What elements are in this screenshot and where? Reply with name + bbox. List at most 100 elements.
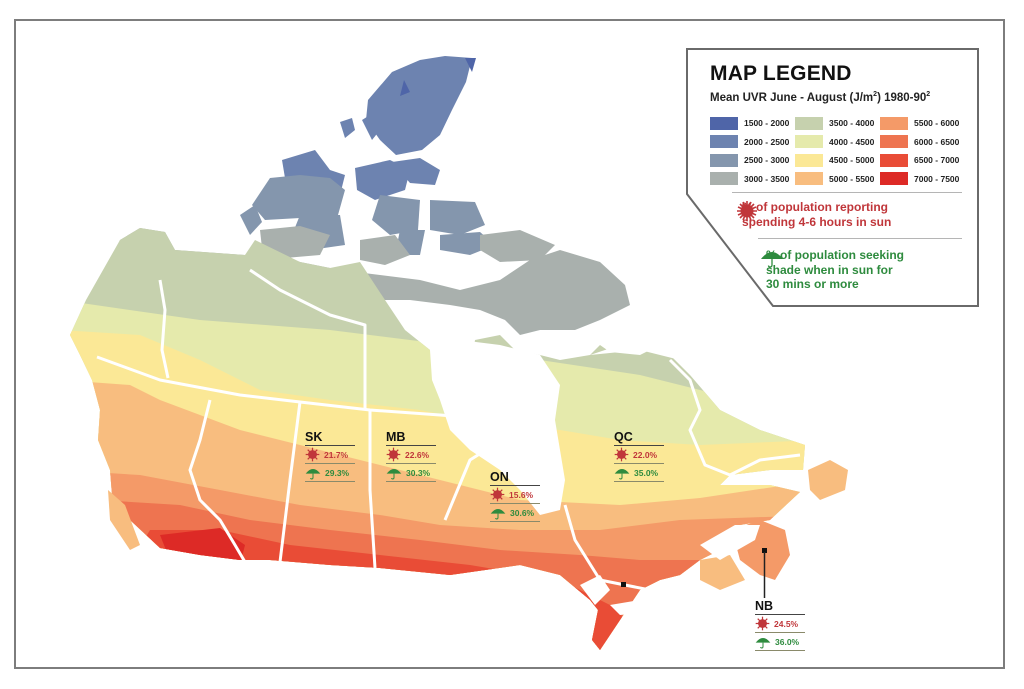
shade-percentage: 36.0% xyxy=(775,636,800,647)
scale-item: 5000 - 5500 xyxy=(795,170,883,189)
province-label-on: ON 15.6% 30.6% xyxy=(490,471,540,522)
color-swatch xyxy=(795,135,823,149)
sun-percentage: 24.5% xyxy=(774,618,799,629)
sun-percentage: 21.7% xyxy=(324,449,349,460)
sun-icon xyxy=(305,447,320,462)
vancouver-island xyxy=(108,490,140,550)
color-swatch xyxy=(710,172,738,186)
color-swatch xyxy=(795,172,823,186)
gulf-st-lawrence xyxy=(700,525,760,560)
umbrella-icon xyxy=(305,468,321,480)
province-borders xyxy=(96,268,801,592)
sun-icon xyxy=(737,201,757,221)
scale-item: 7000 - 7500 xyxy=(880,170,968,189)
legend-sun-item: % of population reporting spending 4-6 ho… xyxy=(736,200,891,229)
sun-stat-row: 22.6% xyxy=(386,446,436,464)
lake-huron xyxy=(580,575,610,605)
scale-item: 2500 - 3000 xyxy=(710,151,798,170)
province-label-nb: NB 24.5% 36.0% xyxy=(755,600,805,651)
color-swatch xyxy=(710,135,738,149)
umbrella-icon xyxy=(755,637,771,649)
color-swatch xyxy=(710,153,738,167)
color-swatch xyxy=(880,153,908,167)
umbrella-icon xyxy=(490,508,506,520)
province-code: ON xyxy=(490,471,540,486)
water-bodies xyxy=(430,320,820,615)
shade-stat-row: 30.6% xyxy=(490,504,540,522)
shade-stat-row: 35.0% xyxy=(614,464,664,482)
ungava-bay xyxy=(590,320,820,400)
sun-icon xyxy=(614,447,629,462)
border-sk-mb xyxy=(368,410,377,569)
color-swatch xyxy=(880,172,908,186)
scale-item: 4500 - 5000 xyxy=(795,151,883,170)
legend-umbrella-item: % of population seeking shade when in sun… xyxy=(760,248,904,292)
color-swatch xyxy=(795,116,823,130)
color-swatch xyxy=(880,135,908,149)
lake-erie xyxy=(610,600,650,615)
arctic-archipelago xyxy=(240,56,495,255)
border-yukon-nwt xyxy=(158,279,170,379)
shade-percentage: 30.6% xyxy=(510,507,535,518)
ottawa-marker xyxy=(621,582,626,587)
nb-marker xyxy=(762,548,767,553)
scale-column-3: 5500 - 6000 6000 - 6500 6500 - 7000 7000… xyxy=(880,114,968,188)
sun-stat-row: 21.7% xyxy=(305,446,355,464)
sun-icon xyxy=(490,487,505,502)
map-legend: MAP LEGEND Mean UVR June - August (J/m2)… xyxy=(686,48,979,307)
sun-percentage: 22.6% xyxy=(405,449,430,460)
province-label-mb: MB 22.6% 30.3% xyxy=(386,431,436,482)
scale-item: 4000 - 4500 xyxy=(795,133,883,152)
legend-sun-text: % of population reporting spending 4-6 ho… xyxy=(742,200,892,229)
province-code: QC xyxy=(614,431,664,446)
province-code: SK xyxy=(305,431,355,446)
province-label-sk: SK 21.7% 29.3% xyxy=(305,431,355,482)
border-on-qc xyxy=(563,504,681,592)
province-label-qc: QC 22.0% 35.0% xyxy=(614,431,664,482)
province-code: NB xyxy=(755,600,805,615)
umbrella-icon xyxy=(761,252,783,268)
umbrella-icon xyxy=(386,468,402,480)
shade-percentage: 30.3% xyxy=(406,467,431,478)
hudson-bay xyxy=(430,340,565,515)
legend-title: MAP LEGEND xyxy=(710,62,852,85)
border-bc-ab xyxy=(188,399,247,563)
province-code: MB xyxy=(386,431,436,446)
sun-icon xyxy=(386,447,401,462)
shade-percentage: 29.3% xyxy=(325,467,350,478)
scale-item: 6500 - 7000 xyxy=(880,151,968,170)
umbrella-icon xyxy=(614,468,630,480)
shade-percentage: 35.0% xyxy=(634,467,659,478)
border-nwt-nunavut xyxy=(249,268,367,410)
scale-item: 5500 - 6000 xyxy=(880,114,968,133)
scale-item: 3500 - 4000 xyxy=(795,114,883,133)
legend-divider xyxy=(758,238,962,239)
color-swatch xyxy=(880,116,908,130)
scale-item: 1500 - 2000 xyxy=(710,114,798,133)
shade-stat-row: 36.0% xyxy=(755,633,805,651)
scale-item: 6000 - 6500 xyxy=(880,133,968,152)
scale-column-1: 1500 - 2000 2000 - 2500 2500 - 3000 3000… xyxy=(710,114,798,188)
legend-divider xyxy=(732,192,962,193)
map-frame xyxy=(14,19,1005,669)
border-qc-labrador xyxy=(668,358,801,477)
scale-column-2: 3500 - 4000 4000 - 4500 4500 - 5000 5000… xyxy=(795,114,883,188)
sun-icon xyxy=(755,616,770,631)
sun-stat-row: 22.0% xyxy=(614,446,664,464)
color-swatch xyxy=(795,153,823,167)
legend-subtitle: Mean UVR June - August (J/m2) 1980-902 xyxy=(710,91,931,104)
sun-stat-row: 24.5% xyxy=(755,615,805,633)
sun-percentage: 15.6% xyxy=(509,489,534,500)
legend-box-outline xyxy=(686,48,979,307)
scale-item: 3000 - 3500 xyxy=(710,170,798,189)
newfoundland xyxy=(808,460,848,500)
nova-scotia xyxy=(700,555,745,590)
sun-stat-row: 15.6% xyxy=(490,486,540,504)
scale-item: 2000 - 2500 xyxy=(710,133,798,152)
border-ab-sk xyxy=(278,401,302,563)
shade-stat-row: 29.3% xyxy=(305,464,355,482)
color-swatch xyxy=(710,116,738,130)
legend-umbrella-text: % of population seeking shade when in sun… xyxy=(766,248,905,291)
border-mb-on xyxy=(443,420,531,521)
